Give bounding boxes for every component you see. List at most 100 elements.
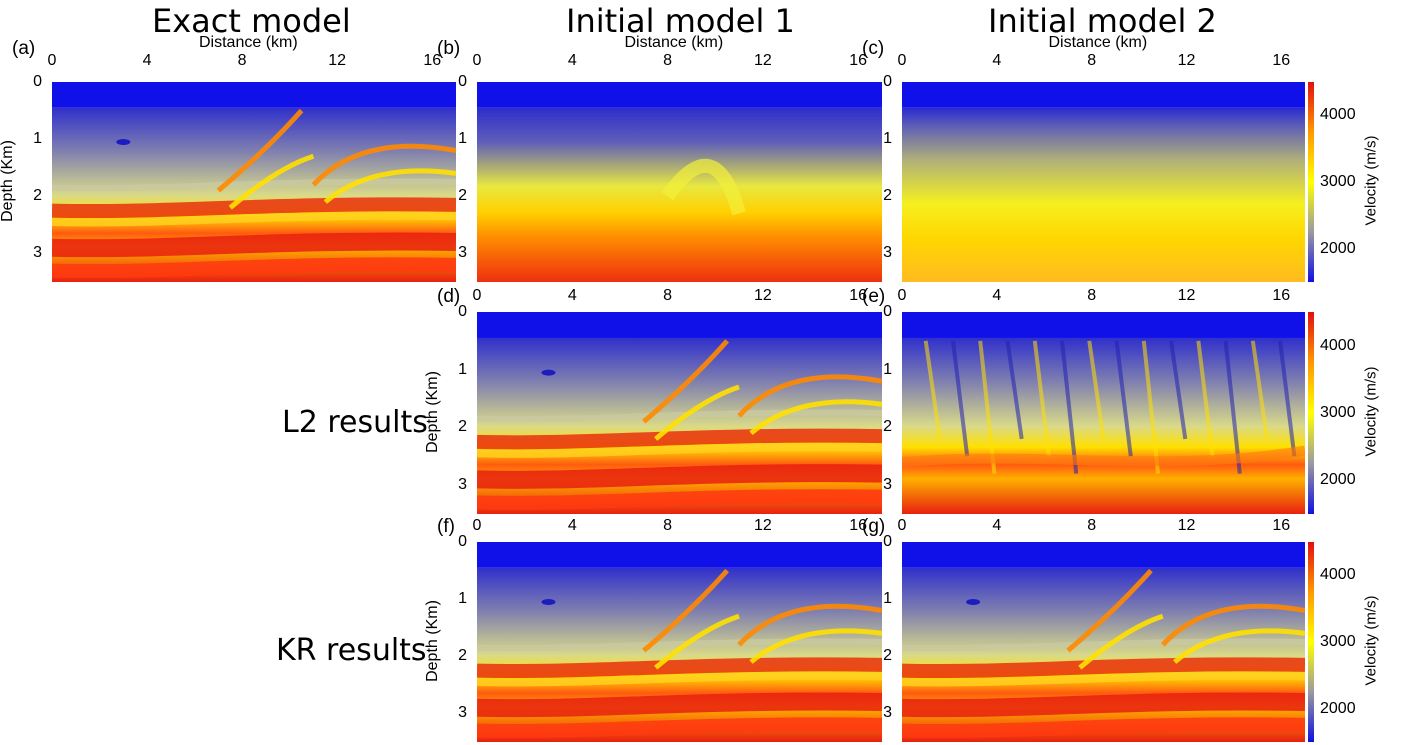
panel-g-heatmap <box>902 542 1305 742</box>
colorbar-c-tick-2000: 2000 <box>1320 239 1356 257</box>
colorbar-c <box>1308 82 1314 282</box>
panel-e-streak-12 <box>1250 340 1270 440</box>
colorbar-e-label: Velocity (m/s) <box>1362 366 1380 457</box>
panel-f-reflector-4 <box>477 717 882 739</box>
panel-e-xtick-16: 16 <box>1272 287 1291 304</box>
panel-b-xtick-16: 16 <box>849 52 868 69</box>
panel-d-water-layer <box>477 312 882 338</box>
panel-a-reflector-1 <box>52 197 456 219</box>
panel-e-xtick-0: 0 <box>897 287 907 304</box>
panel-d-y-axis-label: Depth (Km) <box>423 371 441 453</box>
colorbar-c-tick-4000: 4000 <box>1320 106 1356 124</box>
colorbar-g-tick-4000: 4000 <box>1320 566 1356 584</box>
panel-label-e: (e) <box>862 286 886 307</box>
panel-g-ytick-3: 3 <box>883 704 892 722</box>
panel-b-ytick-2: 2 <box>458 187 467 205</box>
panel-c-xtick-4: 4 <box>992 52 1002 69</box>
panel-b-ytick-0: 0 <box>458 73 467 90</box>
row-title-l2: L2 results <box>282 405 428 440</box>
panel-e-xtick-8: 8 <box>1087 287 1097 304</box>
panel-b-ytick-3: 3 <box>458 244 467 262</box>
panel-f-xtick-0: 0 <box>472 517 482 534</box>
panel-b-xtick-12: 12 <box>753 52 772 69</box>
panel-d-ytick-3: 3 <box>458 476 467 494</box>
panel-f-ytick-2: 2 <box>458 647 467 665</box>
panel-g-xtick-8: 8 <box>1087 517 1097 534</box>
panel-a-xtick-12: 12 <box>328 52 347 69</box>
panel-e-streak-4 <box>1032 340 1051 457</box>
panel-e-heatmap <box>902 312 1305 514</box>
panel-a-xtick-8: 8 <box>237 52 247 69</box>
panel-a-ytick-3: 3 <box>33 244 42 262</box>
panel-b-xtick-0: 0 <box>472 52 482 69</box>
panel-label-f: (f) <box>437 516 455 537</box>
panel-g-ytick-0: 0 <box>883 533 892 550</box>
colorbar-g-tick-3000: 3000 <box>1320 633 1356 650</box>
panel-a-xtick-4: 4 <box>142 52 152 69</box>
panel-f-xtick-8: 8 <box>663 517 673 534</box>
panel-a-fold-2 <box>311 143 456 187</box>
panel-f-fold-1 <box>654 613 740 670</box>
column-title-exact: Exact model <box>152 2 351 40</box>
panel-f-xtick-4: 4 <box>567 517 577 534</box>
panel-e-streak-0 <box>923 340 942 440</box>
panel-e-streak-10 <box>1196 340 1215 457</box>
panel-g-fold-2 <box>1160 603 1305 647</box>
colorbar-e <box>1308 312 1314 514</box>
panel-d-fold-0 <box>642 339 730 424</box>
panel-e-streak-7 <box>1114 340 1133 457</box>
panel-a-fold-0 <box>216 108 304 193</box>
panel-e-streak-2 <box>978 340 997 474</box>
panel-c-water-layer <box>902 82 1305 108</box>
row-title-kr: KR results <box>276 633 427 668</box>
panel-b-smooth-structure <box>661 158 746 216</box>
panel-e-streak-5 <box>1060 340 1079 474</box>
panel-g-reflector-3 <box>902 692 1305 718</box>
panel-a-anomaly <box>116 139 131 145</box>
panel-d-reflector-1 <box>477 428 882 450</box>
panel-a-reflector-4 <box>52 257 456 279</box>
panel-label-b: (b) <box>437 38 461 59</box>
panel-c-ytick-3: 3 <box>883 244 892 262</box>
panel-e-xtick-4: 4 <box>992 287 1002 304</box>
panel-a-xtick-16: 16 <box>423 52 442 69</box>
panel-b-ytick-1: 1 <box>458 130 467 148</box>
panel-b-water-layer <box>477 82 882 108</box>
panel-c-sediment <box>902 107 1305 282</box>
panel-e-streak-11 <box>1223 340 1242 474</box>
panel-c-xtick-0: 0 <box>897 52 907 69</box>
panel-e-streak-9 <box>1169 340 1188 440</box>
panel-d-ytick-2: 2 <box>458 418 467 436</box>
colorbar-e-tick-2000: 2000 <box>1320 471 1356 489</box>
panel-b-xtick-4: 4 <box>567 52 577 69</box>
panel-f-anomaly <box>541 599 556 605</box>
panel-f-reflector-3 <box>477 692 882 718</box>
panel-f-ytick-1: 1 <box>458 590 467 608</box>
panel-a-water-layer <box>52 82 456 108</box>
panel-f-water-layer <box>477 542 882 568</box>
panel-e-ytick-2: 2 <box>883 418 892 436</box>
column-title-initial-2: Initial model 2 <box>988 2 1217 40</box>
panel-e-ytick-3: 3 <box>883 476 892 494</box>
panel-c-x-axis-label: Distance (km) <box>1048 34 1148 51</box>
panel-d-xtick-12: 12 <box>753 287 772 304</box>
panel-g-xtick-16: 16 <box>1272 517 1291 534</box>
panel-e-streak-6 <box>1087 340 1106 440</box>
panel-a-ytick-2: 2 <box>33 187 42 205</box>
panel-c-ytick-0: 0 <box>883 73 892 90</box>
panel-a-ytick-1: 1 <box>33 130 42 148</box>
panel-g-ytick-1: 1 <box>883 590 892 608</box>
panel-label-g: (g) <box>862 516 886 537</box>
panel-g-ytick-2: 2 <box>883 647 892 665</box>
panel-e-streak-8 <box>1141 340 1161 474</box>
panel-a-xtick-0: 0 <box>47 52 57 69</box>
panel-d-fold-2 <box>737 374 882 418</box>
panel-d-fold-1 <box>654 384 740 441</box>
panel-c-ytick-2: 2 <box>883 187 892 205</box>
panel-e-deep-band <box>902 445 1305 468</box>
panel-d-anomaly <box>541 369 556 376</box>
panel-g-fold-3 <box>1173 628 1305 664</box>
panel-g-fold-0 <box>1066 568 1153 653</box>
panel-d-reflector-3 <box>477 464 882 489</box>
panel-d-reflector-4 <box>477 489 882 510</box>
